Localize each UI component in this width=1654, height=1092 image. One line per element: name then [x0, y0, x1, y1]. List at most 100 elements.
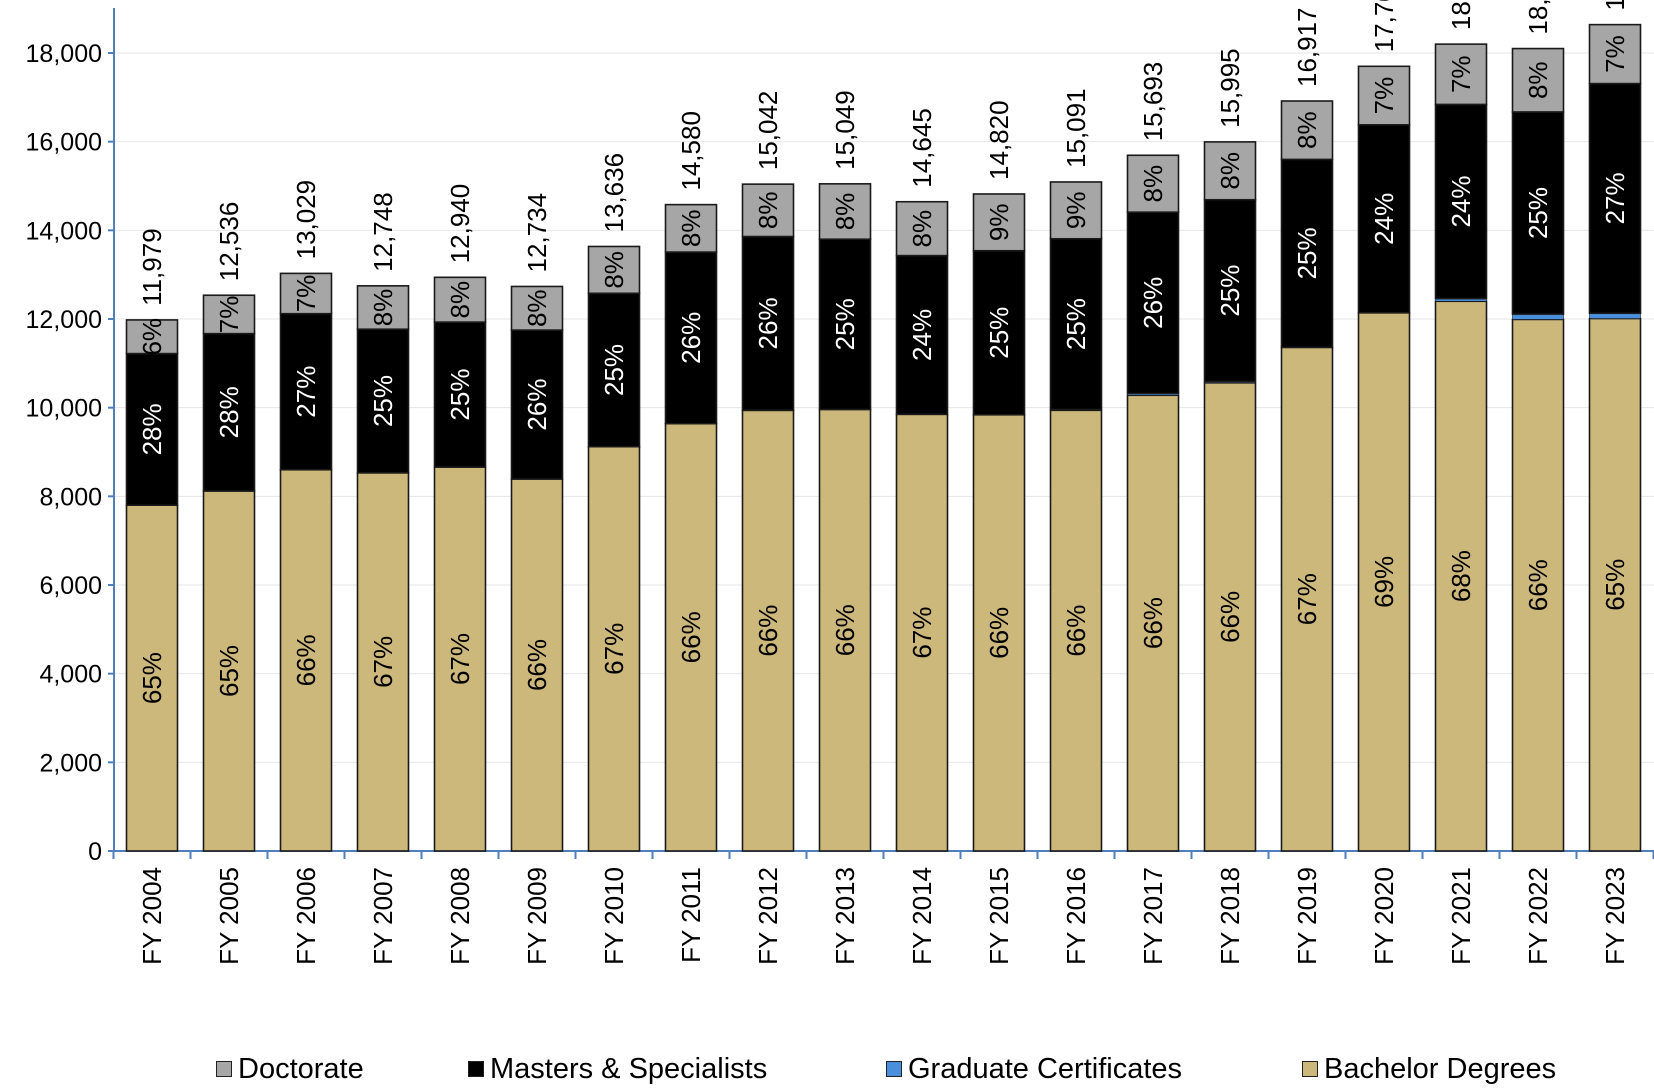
- data-label-percent: 67%: [368, 636, 398, 688]
- x-tick-label: FY 2016: [1061, 867, 1091, 965]
- data-label-percent: 25%: [830, 298, 860, 350]
- data-label-percent: 8%: [830, 193, 860, 231]
- bar-segment-masters-specialists: [356, 328, 410, 474]
- data-label-percent: 8%: [368, 289, 398, 327]
- data-label-percent: 66%: [830, 604, 860, 656]
- data-label-total: 16,917: [1292, 7, 1322, 87]
- bar-segment-bachelor-degrees: [1511, 318, 1565, 852]
- bar-segment-doctorate: [433, 276, 487, 323]
- bar-segment-masters-specialists: [741, 235, 795, 412]
- bar-segment-bachelor-degrees: [895, 413, 949, 852]
- data-label-percent: 66%: [753, 605, 783, 657]
- y-tick-label: 16,000: [26, 129, 102, 157]
- data-label-percent: 28%: [214, 386, 244, 438]
- data-label-percent: 25%: [984, 307, 1014, 359]
- bar-segment-masters-specialists: [1511, 111, 1565, 315]
- data-label-total: 15,693: [1138, 62, 1168, 142]
- bar-segment-doctorate: [1434, 43, 1488, 106]
- data-label-percent: 66%: [522, 639, 552, 691]
- x-tick-label: FY 2009: [522, 867, 552, 965]
- legend-swatch-doctorate: [216, 1061, 232, 1077]
- data-label-percent: 66%: [1523, 559, 1553, 611]
- bar-segment-doctorate: [125, 319, 179, 355]
- data-label-percent: 8%: [599, 251, 629, 289]
- data-label-percent: 24%: [1369, 193, 1399, 245]
- bar-segment-doctorate: [818, 183, 872, 241]
- x-tick-label: FY 2006: [291, 867, 321, 965]
- data-label-percent: 68%: [1446, 550, 1476, 602]
- data-label-total: 15,049: [830, 90, 860, 170]
- bar-segment-bachelor-degrees: [1049, 409, 1103, 852]
- data-label-total: 14,580: [676, 111, 706, 191]
- data-label-percent: 8%: [907, 210, 937, 248]
- bar-segment-bachelor-degrees: [972, 413, 1026, 852]
- bar-segment-bachelor-degrees: [587, 445, 641, 852]
- x-tick-label: FY 2011: [676, 867, 706, 963]
- data-label-total: 15,091: [1061, 88, 1091, 168]
- bar-segment-bachelor-degrees: [818, 408, 872, 852]
- y-tick-label: 2,000: [39, 749, 102, 777]
- x-tick-label: FY 2008: [445, 867, 475, 965]
- bar-segment-bachelor-degrees: [664, 422, 718, 852]
- data-label-percent: 9%: [984, 204, 1014, 242]
- data-label-percent: 26%: [753, 297, 783, 349]
- data-label-percent: 7%: [291, 275, 321, 313]
- data-label-percent: 24%: [907, 309, 937, 361]
- data-label-total: 13,029: [291, 180, 321, 260]
- data-label-percent: 65%: [214, 645, 244, 697]
- x-tick-label: FY 2019: [1292, 867, 1322, 965]
- bar-segment-masters-specialists: [587, 292, 641, 448]
- legend-label-masters: Masters & Specialists: [490, 1053, 768, 1085]
- data-label-percent: 9%: [1061, 192, 1091, 230]
- data-label-percent: 8%: [676, 210, 706, 248]
- data-label-percent: 65%: [1600, 559, 1630, 611]
- data-label-percent: 66%: [1138, 597, 1168, 649]
- data-label-percent: 66%: [1215, 591, 1245, 643]
- data-label-total: 18,100: [1523, 0, 1553, 35]
- y-tick-label: 10,000: [26, 395, 102, 423]
- data-label-percent: 25%: [1061, 298, 1091, 350]
- y-tick-label: 18,000: [26, 40, 102, 68]
- y-tick-label: 8,000: [39, 483, 102, 511]
- data-label-percent: 69%: [1369, 556, 1399, 608]
- data-label-percent: 25%: [1523, 187, 1553, 239]
- legend-label-graduate-certificates: Graduate Certificates: [908, 1053, 1183, 1085]
- bar-segment-masters-specialists: [1357, 124, 1411, 314]
- data-label-total: 13,636: [599, 153, 629, 233]
- data-label-percent: 6%: [137, 318, 167, 356]
- bar-segment-doctorate: [895, 200, 949, 257]
- data-label-percent: 25%: [445, 369, 475, 421]
- x-tick-label: FY 2004: [137, 867, 167, 965]
- bar-segment-bachelor-degrees: [1203, 382, 1257, 852]
- bar-segment-doctorate: [510, 285, 564, 331]
- bar-segment-doctorate: [1203, 141, 1257, 201]
- bar-segment-doctorate: [1049, 181, 1103, 240]
- x-tick-label: FY 2022: [1523, 867, 1553, 965]
- data-label-percent: 27%: [291, 366, 321, 418]
- bar-segment-doctorate: [741, 183, 795, 238]
- legend-swatch-graduate-certificates: [886, 1061, 902, 1077]
- data-label-percent: 28%: [137, 403, 167, 455]
- x-tick-label: FY 2005: [214, 867, 244, 965]
- legend-label-bachelor: Bachelor Degrees: [1324, 1053, 1557, 1085]
- data-label-percent: 8%: [1292, 111, 1322, 149]
- x-tick-label: FY 2014: [907, 867, 937, 965]
- bar-segment-bachelor-degrees: [279, 468, 333, 852]
- bar-segment-masters-specialists: [818, 238, 872, 411]
- legend: Doctorate Masters & Specialists Graduate…: [0, 1049, 1654, 1092]
- x-tick-label: FY 2020: [1369, 867, 1399, 965]
- data-label-percent: 25%: [368, 375, 398, 427]
- bar-segment-bachelor-degrees: [1126, 394, 1180, 852]
- bar-segment-doctorate: [1280, 100, 1334, 161]
- data-label-percent: 7%: [1446, 55, 1476, 93]
- bar-segment-doctorate: [1511, 47, 1565, 113]
- data-label-percent: 8%: [445, 281, 475, 319]
- data-label-percent: 8%: [1215, 152, 1245, 190]
- bar-segment-doctorate: [1588, 23, 1642, 85]
- legend-swatch-bachelor: [1302, 1061, 1318, 1077]
- bar-segment-masters-specialists: [972, 249, 1026, 416]
- x-tick-label: FY 2017: [1138, 867, 1168, 965]
- y-tick-label: 6,000: [39, 572, 102, 600]
- bar-segment-masters-specialists: [1280, 158, 1334, 349]
